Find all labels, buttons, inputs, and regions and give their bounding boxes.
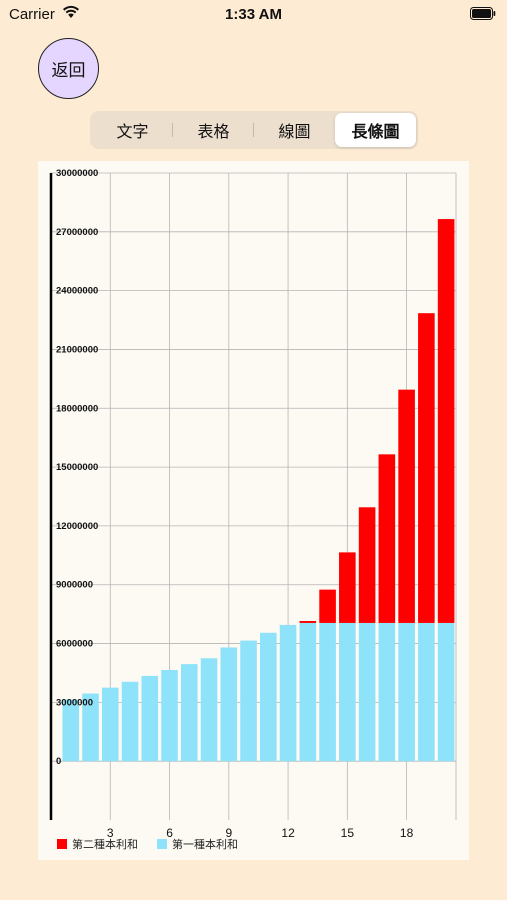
bar-first-series bbox=[418, 622, 435, 762]
x-tick-label: 6 bbox=[166, 826, 173, 840]
bar-second-series bbox=[418, 313, 435, 623]
bar-first-series bbox=[180, 664, 198, 762]
status-bar: Carrier 1:33 AM bbox=[0, 0, 507, 30]
chart-card: 0 3000000 6000000 9000000 12000000 15000000 18… bbox=[38, 161, 469, 860]
x-tick-label: 3 bbox=[107, 826, 114, 840]
y-tick-label: 15000000 bbox=[56, 462, 98, 473]
y-tick-label: 6000000 bbox=[56, 639, 93, 650]
bar-first-series bbox=[141, 675, 159, 762]
y-tick-label: 18000000 bbox=[56, 403, 98, 414]
bar-second-series bbox=[358, 507, 376, 623]
bar-first-series bbox=[398, 622, 415, 762]
bar-first-series bbox=[279, 624, 297, 762]
bar-second-series bbox=[398, 389, 415, 623]
bar-first-series bbox=[62, 699, 80, 762]
bar-second-series bbox=[319, 589, 336, 623]
y-tick-label: 27000000 bbox=[56, 227, 98, 238]
y-tick-label: 3000000 bbox=[56, 697, 93, 708]
bar-second-series bbox=[378, 454, 396, 623]
legend-swatch bbox=[57, 839, 67, 849]
wifi-icon bbox=[62, 5, 80, 24]
tab-table[interactable]: 表格 bbox=[173, 113, 254, 147]
bar-first-series bbox=[378, 622, 396, 762]
y-tick-label: 0 bbox=[56, 756, 61, 767]
bar-first-series bbox=[260, 632, 277, 762]
bar-second-series bbox=[437, 219, 455, 623]
bar-first-series bbox=[319, 622, 336, 762]
tab-text[interactable]: 文字 bbox=[92, 113, 173, 147]
tab-bar-chart[interactable]: 長條圖 bbox=[335, 113, 416, 147]
chart-type-segmented-control: 文字 表格 線圖 長條圖 bbox=[90, 111, 418, 149]
bar-first-series bbox=[121, 681, 139, 762]
bar-first-series bbox=[240, 640, 257, 762]
y-tick-label: 12000000 bbox=[56, 521, 98, 532]
x-tick-label: 12 bbox=[281, 826, 295, 840]
tab-line-chart[interactable]: 線圖 bbox=[278, 124, 311, 141]
bar-first-series bbox=[82, 693, 99, 762]
legend-swatch bbox=[157, 839, 167, 849]
legend-label: 第二種本利和 bbox=[72, 837, 138, 851]
bar-first-series bbox=[220, 647, 238, 762]
y-tick-label: 30000000 bbox=[56, 168, 98, 179]
y-tick-label: 24000000 bbox=[56, 286, 98, 297]
x-tick-label: 18 bbox=[400, 826, 414, 840]
status-time: 1:33 AM bbox=[225, 6, 282, 23]
bar-chart: 0 3000000 6000000 9000000 12000000 15000000 18… bbox=[49, 168, 457, 851]
bar-first-series bbox=[358, 622, 376, 762]
bar-first-series bbox=[161, 670, 178, 762]
x-tick-label: 9 bbox=[225, 826, 232, 840]
battery-icon bbox=[470, 7, 496, 25]
y-tick-label: 9000000 bbox=[56, 580, 93, 591]
bar-second-series bbox=[339, 552, 356, 623]
carrier-label: Carrier bbox=[9, 6, 55, 23]
bar-first-series bbox=[437, 622, 455, 762]
bar-first-series bbox=[200, 658, 218, 762]
bar-second-series bbox=[299, 620, 317, 623]
legend-label: 第一種本利和 bbox=[172, 837, 238, 851]
back-button[interactable]: 返回 bbox=[38, 38, 99, 99]
bar-first-series bbox=[299, 622, 317, 762]
bar-first-series bbox=[101, 687, 119, 762]
bar-first-series bbox=[339, 622, 356, 762]
x-tick-label: 15 bbox=[341, 826, 355, 840]
y-tick-label: 21000000 bbox=[56, 344, 98, 355]
